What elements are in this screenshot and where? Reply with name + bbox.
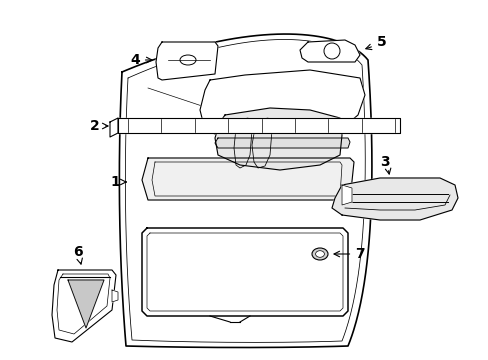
- Text: 6: 6: [73, 245, 82, 259]
- Polygon shape: [331, 178, 457, 220]
- Text: 4: 4: [130, 53, 152, 67]
- Circle shape: [324, 43, 339, 59]
- Polygon shape: [215, 138, 349, 148]
- Polygon shape: [142, 158, 353, 200]
- Polygon shape: [52, 270, 116, 342]
- Polygon shape: [68, 280, 104, 328]
- Text: 1: 1: [110, 175, 126, 189]
- Polygon shape: [112, 290, 118, 302]
- Text: 5: 5: [376, 35, 386, 49]
- Polygon shape: [119, 34, 371, 347]
- Polygon shape: [341, 185, 351, 205]
- Polygon shape: [299, 40, 359, 62]
- Polygon shape: [215, 108, 341, 170]
- Text: 2: 2: [90, 119, 108, 133]
- Polygon shape: [156, 42, 218, 80]
- Polygon shape: [200, 70, 364, 140]
- Polygon shape: [142, 228, 347, 316]
- Ellipse shape: [311, 248, 327, 260]
- Ellipse shape: [315, 251, 324, 257]
- Polygon shape: [110, 118, 118, 137]
- Ellipse shape: [180, 55, 196, 65]
- Polygon shape: [118, 118, 399, 133]
- Text: 7: 7: [333, 247, 364, 261]
- Text: 3: 3: [379, 155, 389, 169]
